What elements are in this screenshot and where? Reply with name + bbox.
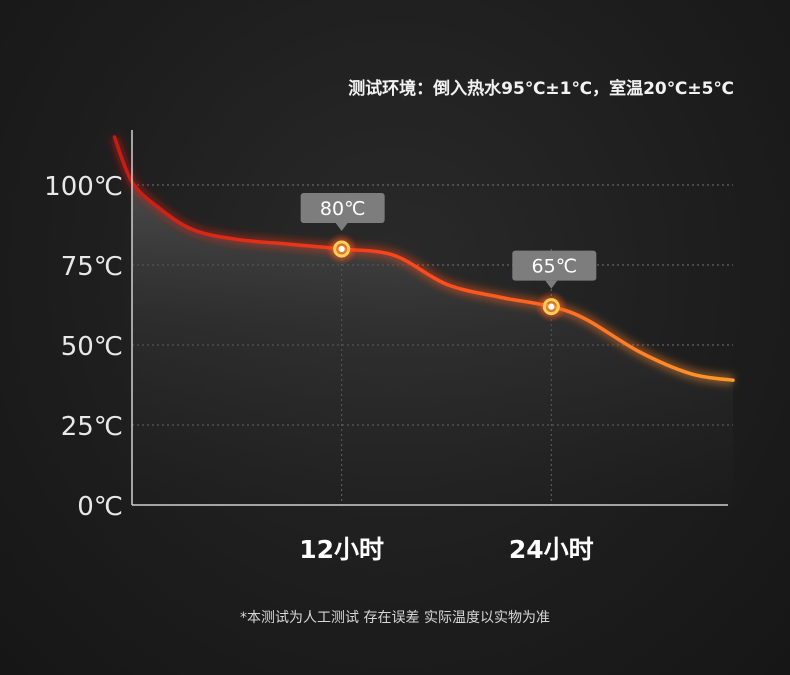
x-tick-label: 12小时 xyxy=(299,535,384,564)
y-tick-label: 50℃ xyxy=(61,332,123,362)
y-tick-label: 100℃ xyxy=(44,172,123,202)
value-callout: 80℃ xyxy=(300,193,385,231)
data-markers xyxy=(325,233,568,323)
series-line xyxy=(112,135,735,382)
data-point-center xyxy=(338,246,345,252)
callout-label: 80℃ xyxy=(320,198,366,220)
x-tick-label: 24小时 xyxy=(509,535,594,564)
test-environment-note: 测试环境：倒入热水95℃±1℃，室温20℃±5℃ xyxy=(348,79,734,99)
callout-pointer xyxy=(335,223,348,231)
data-point-marker xyxy=(542,298,560,316)
y-tick-label: 75℃ xyxy=(61,252,123,282)
value-callout: 65℃ xyxy=(512,250,597,289)
data-point-marker xyxy=(333,240,351,258)
y-axis-ticks: 0℃ 25℃ 50℃ 75℃ 100℃ xyxy=(44,172,123,522)
callouts: 80℃ 65℃ xyxy=(300,193,597,289)
x-axis-ticks: 12小时 24小时 xyxy=(299,535,593,564)
callout-label: 65℃ xyxy=(532,256,578,278)
y-tick-label: 25℃ xyxy=(61,412,123,442)
disclaimer-footnote: *本测试为人工测试 存在误差 实际温度以实物为准 xyxy=(240,610,550,626)
axes xyxy=(131,130,728,506)
y-tick-label: 0℃ xyxy=(77,492,123,522)
callout-pointer xyxy=(545,280,558,289)
area-fill xyxy=(132,181,733,506)
data-point-center xyxy=(548,303,555,310)
callout-box xyxy=(300,193,385,223)
callout-box xyxy=(512,250,597,281)
